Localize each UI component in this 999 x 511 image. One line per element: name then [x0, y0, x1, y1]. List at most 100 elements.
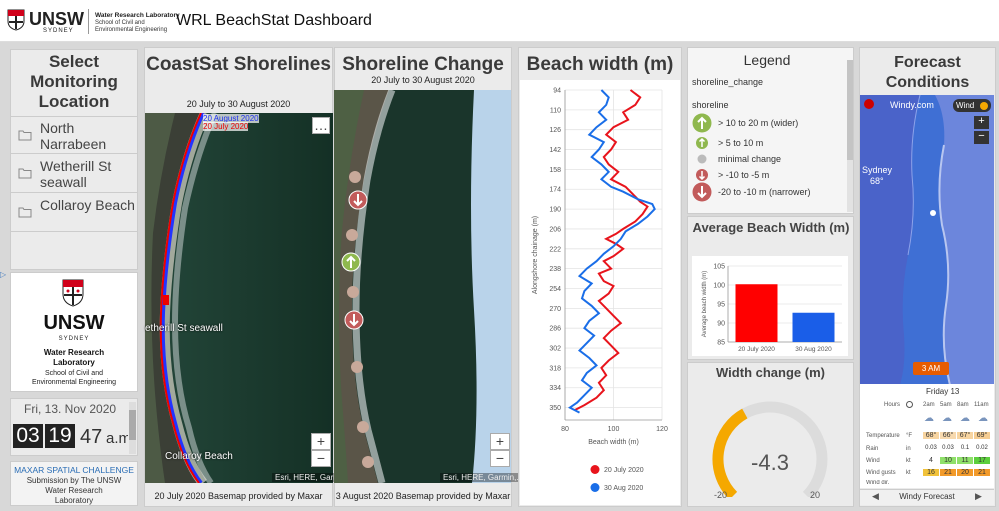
cloud-rain-icon: ☁ — [942, 413, 952, 424]
y-tick-label: 126 — [549, 127, 561, 134]
maxar-title: MAXAR SPATIAL CHALLENGE — [14, 465, 134, 475]
gauge-fill — [712, 408, 748, 497]
x-axis-label: Beach width (m) — [588, 439, 639, 446]
zoom-in-button[interactable]: + — [974, 116, 989, 129]
maxar-body: Submission by The UNSW Water Research La… — [26, 476, 122, 505]
forecast-rain: 0.03 — [925, 445, 937, 451]
coastsat-map[interactable] — [145, 113, 333, 483]
x-tick-label: 20 July 2020 — [738, 346, 775, 353]
forecast-hour: 11am — [974, 402, 989, 408]
next-arrow-icon[interactable]: ▶ — [975, 491, 982, 501]
legend-panel — [687, 47, 854, 214]
y-axis-label: Alongshore chainage (m) — [532, 216, 539, 294]
location-item-north-narrabeen[interactable]: North Narrabeen — [11, 116, 137, 154]
change-marker-narrower[interactable] — [348, 190, 368, 215]
change-marker-minimal[interactable] — [348, 170, 362, 189]
header-org-line2: School of Civil and — [95, 20, 145, 26]
width-change-value: -4.3 — [751, 450, 789, 475]
forecast-footer[interactable]: Windy Forecast — [899, 492, 955, 501]
map-menu-button[interactable]: … — [312, 117, 330, 134]
y-tick-label: 100 — [713, 283, 725, 290]
forecast-rain: 0.02 — [976, 445, 988, 451]
maxar-panel — [10, 461, 138, 506]
forecast-rain-label: Rain — [866, 446, 879, 452]
beach-width-chart-bg — [520, 80, 680, 505]
map-attribution: Esri, HERE, Garmin,... — [272, 473, 359, 482]
logo-wrl: Water Research Laboratory — [43, 348, 105, 367]
cloud-rain-icon: ☁ — [978, 413, 988, 424]
header-divider — [88, 9, 89, 34]
change-marker-minimal[interactable] — [345, 228, 359, 247]
legend-item: > 10 to 20 m (wider) — [692, 112, 798, 133]
clock-date: Fri, 13. Nov 2020 — [24, 402, 117, 416]
forecast-layer-button[interactable]: Wind — [953, 99, 991, 112]
forecast-gust: 16 — [923, 469, 939, 476]
legend-label: 20 July 2020 — [604, 467, 644, 474]
forecast-temp: 69° — [974, 432, 990, 439]
folder-icon — [18, 205, 32, 223]
shoreline-change-title: Shoreline Change — [342, 54, 504, 75]
forecast-time-badge[interactable]: 3 AM — [913, 362, 949, 375]
forecast-temp: 66° — [940, 432, 956, 439]
forecast-temp-label: Temperature — [866, 433, 900, 439]
change-marker-minimal[interactable] — [361, 455, 375, 474]
change-marker-minimal[interactable] — [350, 360, 364, 379]
folder-icon — [18, 128, 32, 146]
zoom-in-button[interactable]: + — [311, 433, 331, 450]
y-tick-label: 270 — [549, 306, 561, 313]
x-tick-label: 100 — [608, 426, 620, 433]
width-change-title: Width change (m) — [716, 365, 825, 380]
change-marker-narrower[interactable] — [344, 310, 364, 335]
y-tick-label: 254 — [549, 286, 561, 293]
location-label: Collaroy Beach — [40, 197, 135, 213]
prev-arrow-icon[interactable]: ◀ — [872, 491, 879, 501]
x-tick-label: 80 — [561, 426, 569, 433]
logo-school: School of Civil and Environmental Engine… — [31, 370, 117, 386]
forecast-gusts-label: Wind gusts — [866, 470, 896, 476]
shoreline-change-map[interactable] — [334, 90, 511, 483]
clock-ampm: a.m. — [106, 430, 128, 447]
location-item-wetherill-st-seawall[interactable]: Wetherill St seawall — [11, 155, 137, 193]
y-tick-label: 174 — [549, 187, 561, 194]
forecast-temp: 67° — [957, 432, 973, 439]
unsw-crest-icon — [62, 279, 84, 312]
change-marker-wider[interactable] — [341, 252, 361, 277]
y-tick-label: 105 — [713, 264, 725, 271]
forecast-layer: Wind — [956, 101, 975, 110]
legend-label: -20 to -10 m (narrower) — [718, 186, 811, 197]
beach-width-title: Beach width (m) — [526, 54, 674, 75]
coastsat-legend-blue: 20 August 2020 — [203, 114, 259, 123]
forecast-rain-unit: in — [906, 446, 911, 452]
series-line — [567, 89, 656, 414]
header-org-line1: Water Research Laboratory — [95, 12, 180, 19]
clock-scrollbar[interactable] — [129, 402, 136, 454]
legend-label: 30 Aug 2020 — [604, 485, 643, 492]
zoom-out-button[interactable]: − — [974, 131, 989, 144]
coastsat-title: CoastSat Shorelines — [146, 54, 331, 75]
forecast-map[interactable] — [860, 95, 994, 385]
y-tick-label: 90 — [717, 321, 725, 328]
folder-icon — [18, 166, 32, 184]
y-tick-label: 158 — [549, 167, 561, 174]
wind-layer-icon — [980, 101, 988, 110]
change-marker-minimal[interactable] — [356, 420, 370, 439]
y-tick-label: 85 — [717, 340, 725, 347]
change-marker-minimal[interactable] — [346, 285, 360, 304]
map-attribution: Esri, HERE, Garmin,... — [440, 473, 527, 482]
forecast-dir-label: Wind dir. — [866, 480, 890, 486]
side-expand-arrow[interactable]: ▷ — [0, 270, 7, 279]
y-tick-label: 110 — [550, 107, 561, 114]
clock-second: 47 — [80, 426, 103, 448]
zoom-out-button[interactable]: − — [311, 450, 331, 467]
zoom-out-button[interactable]: − — [490, 450, 510, 467]
forecast-wind: 11 — [957, 457, 973, 464]
legend-label: minimal change — [718, 154, 782, 164]
forecast-wind-unit: kt — [906, 458, 911, 464]
legend-scrollbar[interactable] — [847, 60, 853, 212]
shoreline-change-footer: 3 August 2020 Basemap provided by Maxar — [335, 491, 511, 501]
location-item-collaroy-beach[interactable]: Collaroy Beach — [11, 194, 137, 232]
zoom-in-button[interactable]: + — [490, 433, 510, 450]
header-logo-sub: SYDNEY — [43, 28, 74, 34]
legend-swatch — [590, 483, 600, 492]
x-tick-label: 30 Aug 2020 — [795, 346, 832, 353]
